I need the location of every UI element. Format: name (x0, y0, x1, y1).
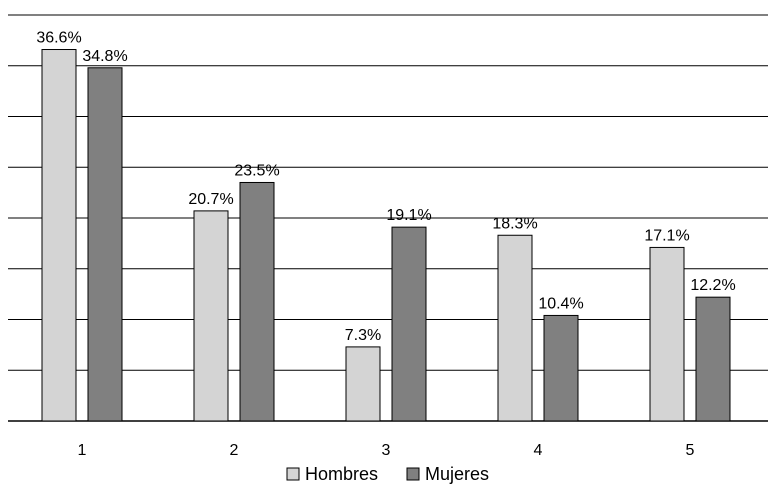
x-tick-label: 2 (230, 442, 239, 459)
legend-swatch-mujeres (406, 467, 420, 481)
bar-mujeres-2 (239, 181, 275, 422)
bar-mujeres-1 (87, 67, 123, 422)
bar-hombres-3 (345, 346, 381, 422)
x-tick-labels: 1 2 3 4 5 (78, 442, 695, 459)
x-tick-label: 4 (534, 442, 543, 459)
bars (41, 49, 731, 422)
x-tick-label: 5 (686, 442, 695, 459)
data-label-mujeres-3: 19.1% (386, 207, 431, 224)
bar-hombres-5 (649, 246, 685, 422)
data-label-hombres-4: 18.3% (492, 215, 537, 232)
x-tick-label: 1 (78, 442, 87, 459)
data-labels: 36.6%34.8% 20.7%23.5% 7.3% 19.1% 18.3% 10.4% 1… (36, 30, 735, 344)
bar-hombres-2 (193, 210, 229, 422)
bar-mujeres-4 (543, 314, 579, 422)
data-label-hombres-2: 20.7% (188, 191, 233, 208)
gridlines (8, 14, 768, 422)
data-label-mujeres-1: 34.8% (82, 48, 127, 65)
data-label-hombres-5: 17.1% (644, 227, 689, 244)
legend-label-hombres: Hombres (305, 464, 378, 484)
data-label-hombres-1: 36.6% (36, 30, 81, 47)
data-label-mujeres-5: 12.2% (690, 277, 735, 294)
legend-label-mujeres: Mujeres (425, 464, 489, 484)
legend: Hombres Mujeres (286, 464, 489, 484)
bar-mujeres-5 (695, 296, 731, 422)
data-label-mujeres-2: 23.5% (234, 162, 279, 179)
bar-hombres-1 (41, 49, 77, 422)
data-label-hombres-3: 7.3% (345, 327, 381, 344)
data-label-mujeres-4: 10.4% (538, 295, 583, 312)
bar-hombres-4 (497, 234, 533, 422)
x-tick-label: 3 (382, 442, 391, 459)
legend-swatch-hombres (286, 467, 300, 481)
bar-mujeres-3 (391, 226, 427, 422)
